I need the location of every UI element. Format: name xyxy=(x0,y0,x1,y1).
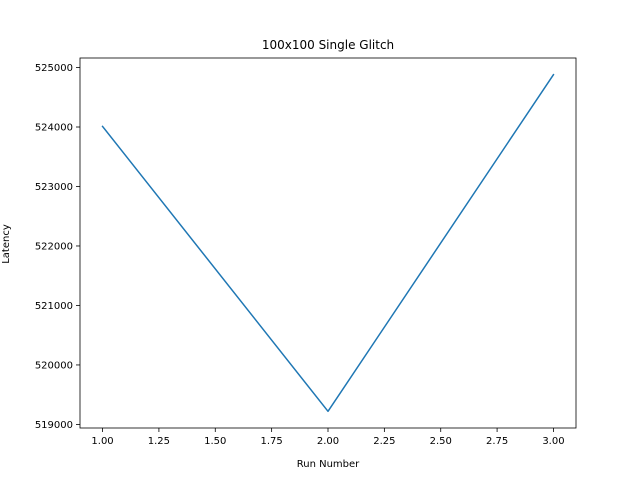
x-tick-label: 2.25 xyxy=(373,436,395,447)
y-tick-label: 519000 xyxy=(35,420,73,431)
y-tick-label: 520000 xyxy=(35,360,73,371)
chart-title: 100x100 Single Glitch xyxy=(262,38,394,52)
x-tick-label: 2.00 xyxy=(317,436,339,447)
y-tick-label: 522000 xyxy=(35,241,73,252)
y-tick-label: 524000 xyxy=(35,123,73,134)
y-tick-label: 523000 xyxy=(35,182,73,193)
x-tick-label: 1.50 xyxy=(204,436,226,447)
plot-frame xyxy=(79,57,577,429)
x-axis-label: Run Number xyxy=(297,459,360,470)
x-tick-label: 2.75 xyxy=(486,436,508,447)
series-group xyxy=(101,73,555,413)
y-axis-label: Latency xyxy=(1,224,12,264)
x-tick-label: 3.00 xyxy=(542,436,564,447)
y-tick-label: 525000 xyxy=(35,63,73,74)
x-tick-label: 1.25 xyxy=(148,436,170,447)
y-tick-label: 521000 xyxy=(35,301,73,312)
x-axis-ticks: 1.00 1.25 1.50 1.75 2.00 2.25 2.50 2.75 3.00 xyxy=(91,428,565,447)
series-line xyxy=(101,73,555,413)
y-axis-ticks: 519000 520000 521000 522000 523000 524000 5250… xyxy=(35,63,80,431)
x-tick-label: 2.50 xyxy=(430,436,452,447)
x-tick-label: 1.00 xyxy=(91,436,113,447)
x-tick-label: 1.75 xyxy=(261,436,283,447)
